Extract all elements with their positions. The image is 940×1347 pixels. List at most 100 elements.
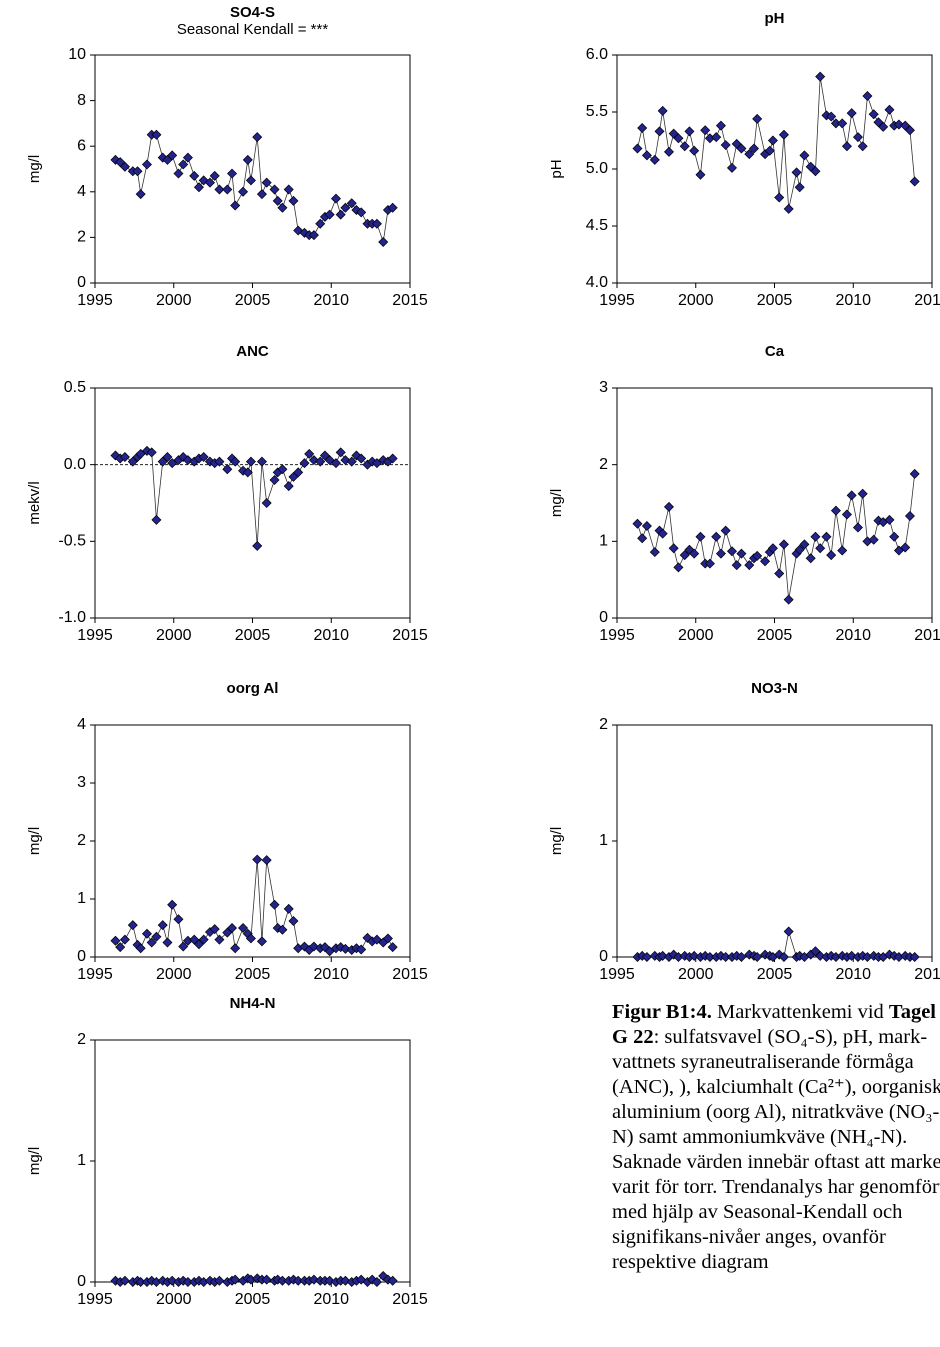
marker xyxy=(695,531,706,542)
plot-frame xyxy=(94,1039,411,1283)
x-tick-label: 2015 xyxy=(914,966,940,983)
chart-title: Ca xyxy=(765,343,785,360)
marker xyxy=(649,547,660,558)
marker xyxy=(324,455,335,466)
marker xyxy=(252,854,263,865)
y-tick-label: 6 xyxy=(77,137,86,154)
marker xyxy=(115,942,126,953)
y-tick-label: 0 xyxy=(599,609,608,626)
marker xyxy=(632,143,643,154)
x-tick-label: 2005 xyxy=(235,292,271,309)
marker xyxy=(261,177,272,188)
x-tick-label: 2005 xyxy=(757,966,793,983)
marker xyxy=(857,141,868,152)
marker xyxy=(382,933,393,944)
x-tick-label: 2005 xyxy=(757,292,793,309)
marker xyxy=(252,540,263,551)
marker xyxy=(371,1277,382,1287)
marker xyxy=(178,159,189,170)
y-axis-label: mekv/l xyxy=(26,481,43,524)
marker xyxy=(815,543,826,554)
marker xyxy=(663,146,674,157)
x-tick-label: 2015 xyxy=(392,292,428,309)
marker xyxy=(387,202,398,213)
x-tick-label: 2000 xyxy=(678,966,714,983)
marker xyxy=(119,452,130,462)
marker xyxy=(346,456,357,467)
marker xyxy=(684,544,695,555)
x-tick-label: 2005 xyxy=(235,627,271,644)
marker xyxy=(356,944,367,955)
marker xyxy=(715,120,726,131)
y-tick-label: 1 xyxy=(599,533,608,550)
marker xyxy=(821,531,832,542)
y-axis-label: mg/l xyxy=(548,489,565,517)
marker xyxy=(335,447,346,458)
plot-frame xyxy=(616,54,933,284)
marker xyxy=(277,924,288,935)
marker xyxy=(663,501,674,512)
marker xyxy=(868,534,879,545)
marker xyxy=(657,950,668,961)
marker xyxy=(884,104,895,115)
y-tick-label: 1 xyxy=(599,832,608,849)
marker xyxy=(778,952,789,962)
marker xyxy=(752,952,763,962)
y-tick-label: 5.5 xyxy=(586,103,608,120)
x-tick-label: 2015 xyxy=(914,292,940,309)
marker xyxy=(654,126,665,137)
marker xyxy=(846,950,857,961)
marker xyxy=(193,182,204,193)
marker xyxy=(783,594,794,605)
plot-frame xyxy=(616,724,933,958)
marker xyxy=(132,166,143,177)
marker xyxy=(799,539,810,550)
marker xyxy=(283,903,294,914)
y-tick-label: -0.5 xyxy=(58,533,86,550)
marker xyxy=(736,952,747,962)
y-tick-label: 0 xyxy=(77,274,86,291)
marker xyxy=(764,145,775,156)
x-tick-label: 2000 xyxy=(156,627,192,644)
marker xyxy=(791,167,802,178)
marker xyxy=(731,560,742,571)
x-tick-label: 2010 xyxy=(835,627,871,644)
marker xyxy=(340,202,351,213)
y-axis-label: mg/l xyxy=(548,827,565,855)
marker xyxy=(198,452,209,462)
marker xyxy=(288,195,299,206)
x-tick-label: 1995 xyxy=(77,1291,113,1308)
marker xyxy=(649,154,660,165)
marker xyxy=(162,452,173,462)
marker xyxy=(909,176,920,187)
marker xyxy=(256,189,267,200)
x-tick-label: 1995 xyxy=(599,627,635,644)
marker xyxy=(736,143,747,154)
marker xyxy=(308,455,319,466)
marker xyxy=(904,125,915,136)
marker xyxy=(689,548,700,559)
marker xyxy=(135,189,146,200)
marker xyxy=(283,481,294,492)
marker xyxy=(715,548,726,559)
y-tick-label: -1.0 xyxy=(58,609,86,626)
marker xyxy=(214,1275,225,1286)
marker xyxy=(242,467,253,478)
chart-subtitle: Seasonal Kendall = *** xyxy=(177,21,329,38)
marker xyxy=(794,182,805,193)
y-tick-label: 0 xyxy=(77,948,86,965)
marker xyxy=(227,923,238,933)
marker xyxy=(324,209,335,220)
marker xyxy=(783,203,794,214)
marker xyxy=(182,152,193,163)
marker xyxy=(657,528,668,539)
marker xyxy=(167,1275,178,1286)
marker xyxy=(815,950,826,961)
marker xyxy=(767,135,778,146)
marker xyxy=(689,145,700,156)
marker xyxy=(167,899,178,910)
y-tick-label: 2 xyxy=(77,1031,86,1048)
marker xyxy=(146,937,157,948)
marker xyxy=(346,198,357,209)
x-tick-label: 2005 xyxy=(757,627,793,644)
